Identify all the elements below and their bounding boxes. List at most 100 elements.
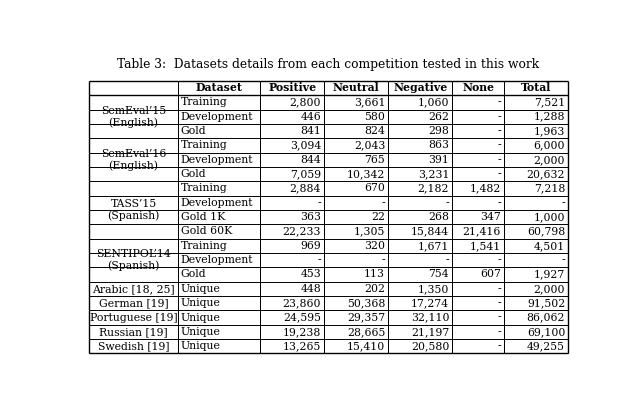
Text: 20,632: 20,632 <box>527 169 565 179</box>
Text: 1,000: 1,000 <box>534 212 565 222</box>
Text: Training: Training <box>181 97 228 107</box>
Text: 1,927: 1,927 <box>534 269 565 280</box>
Text: None: None <box>462 82 494 93</box>
Text: 391: 391 <box>428 155 449 165</box>
Text: -: - <box>445 198 449 208</box>
Text: -: - <box>317 198 321 208</box>
Text: Unique: Unique <box>181 313 221 322</box>
Text: 320: 320 <box>364 241 385 251</box>
Text: 7,521: 7,521 <box>534 97 565 107</box>
Text: Gold 1K: Gold 1K <box>181 212 225 222</box>
Text: 24,595: 24,595 <box>283 313 321 322</box>
Text: 4,501: 4,501 <box>534 241 565 251</box>
Text: 202: 202 <box>364 284 385 294</box>
Text: Unique: Unique <box>181 284 221 294</box>
Text: 21,416: 21,416 <box>463 227 501 236</box>
Text: 3,661: 3,661 <box>354 97 385 107</box>
Text: 28,665: 28,665 <box>347 327 385 337</box>
Text: 1,671: 1,671 <box>418 241 449 251</box>
Text: -: - <box>561 255 565 265</box>
Text: Development: Development <box>181 198 253 208</box>
Text: Unique: Unique <box>181 341 221 351</box>
Text: 3,231: 3,231 <box>418 169 449 179</box>
Text: 347: 347 <box>481 212 501 222</box>
Text: Development: Development <box>181 255 253 265</box>
Text: Total: Total <box>521 82 552 93</box>
Text: -: - <box>497 140 501 150</box>
Text: 10,342: 10,342 <box>347 169 385 179</box>
Text: Positive: Positive <box>268 82 316 93</box>
Text: 363: 363 <box>300 212 321 222</box>
Text: 21,197: 21,197 <box>411 327 449 337</box>
Text: 17,274: 17,274 <box>411 298 449 308</box>
Text: 23,860: 23,860 <box>283 298 321 308</box>
Text: Dataset: Dataset <box>195 82 243 93</box>
Text: Neutral: Neutral <box>333 82 380 93</box>
Text: 2,000: 2,000 <box>534 284 565 294</box>
Text: 1,541: 1,541 <box>470 241 501 251</box>
Text: 446: 446 <box>300 112 321 122</box>
Text: 1,305: 1,305 <box>354 227 385 236</box>
Text: 50,368: 50,368 <box>347 298 385 308</box>
Text: 13,265: 13,265 <box>283 341 321 351</box>
Text: -: - <box>381 198 385 208</box>
Text: Unique: Unique <box>181 327 221 337</box>
Text: 6,000: 6,000 <box>534 140 565 150</box>
Text: Training: Training <box>181 241 228 251</box>
Text: 91,502: 91,502 <box>527 298 565 308</box>
Text: 2,182: 2,182 <box>418 183 449 194</box>
Text: 298: 298 <box>428 126 449 136</box>
Text: 32,110: 32,110 <box>411 313 449 322</box>
Text: Portuguese [19]: Portuguese [19] <box>90 313 177 322</box>
Text: German [19]: German [19] <box>99 298 168 308</box>
Text: 86,062: 86,062 <box>527 313 565 322</box>
Text: Gold: Gold <box>181 269 207 280</box>
Text: 1,963: 1,963 <box>534 126 565 136</box>
Text: -: - <box>497 112 501 122</box>
Text: 844: 844 <box>300 155 321 165</box>
Text: Negative: Negative <box>393 82 447 93</box>
Text: SemEval’16
(English): SemEval’16 (English) <box>101 149 166 171</box>
Text: Training: Training <box>181 183 228 194</box>
Text: -: - <box>445 255 449 265</box>
Text: Russian [19]: Russian [19] <box>99 327 168 337</box>
Text: -: - <box>381 255 385 265</box>
Text: TASS’15
(Spanish): TASS’15 (Spanish) <box>108 199 160 221</box>
Text: 69,100: 69,100 <box>527 327 565 337</box>
Text: Gold 60K: Gold 60K <box>181 227 232 236</box>
Text: 2,043: 2,043 <box>354 140 385 150</box>
Text: 60,798: 60,798 <box>527 227 565 236</box>
Text: 1,060: 1,060 <box>418 97 449 107</box>
Text: -: - <box>497 97 501 107</box>
Text: 268: 268 <box>428 212 449 222</box>
Text: SemEval’15
(English): SemEval’15 (English) <box>101 105 166 128</box>
Text: -: - <box>497 198 501 208</box>
Text: 113: 113 <box>364 269 385 280</box>
Text: 969: 969 <box>300 241 321 251</box>
Text: 580: 580 <box>364 112 385 122</box>
Text: -: - <box>561 198 565 208</box>
Text: 22: 22 <box>371 212 385 222</box>
Text: 20,580: 20,580 <box>411 341 449 351</box>
Text: -: - <box>497 284 501 294</box>
Text: -: - <box>497 298 501 308</box>
Text: 2,884: 2,884 <box>290 183 321 194</box>
Text: 1,482: 1,482 <box>470 183 501 194</box>
Text: Development: Development <box>181 155 253 165</box>
Text: 15,410: 15,410 <box>347 341 385 351</box>
Text: 670: 670 <box>364 183 385 194</box>
Text: 453: 453 <box>300 269 321 280</box>
Text: 841: 841 <box>300 126 321 136</box>
Text: 7,218: 7,218 <box>534 183 565 194</box>
Text: 863: 863 <box>428 140 449 150</box>
Text: 607: 607 <box>480 269 501 280</box>
Text: 262: 262 <box>428 112 449 122</box>
Text: SENTIPOL’14
(Spanish): SENTIPOL’14 (Spanish) <box>96 249 171 271</box>
Text: -: - <box>497 169 501 179</box>
Text: -: - <box>497 313 501 322</box>
Text: -: - <box>497 255 501 265</box>
Text: -: - <box>497 341 501 351</box>
Text: -: - <box>497 126 501 136</box>
Text: Gold: Gold <box>181 169 207 179</box>
Text: 2,000: 2,000 <box>534 155 565 165</box>
